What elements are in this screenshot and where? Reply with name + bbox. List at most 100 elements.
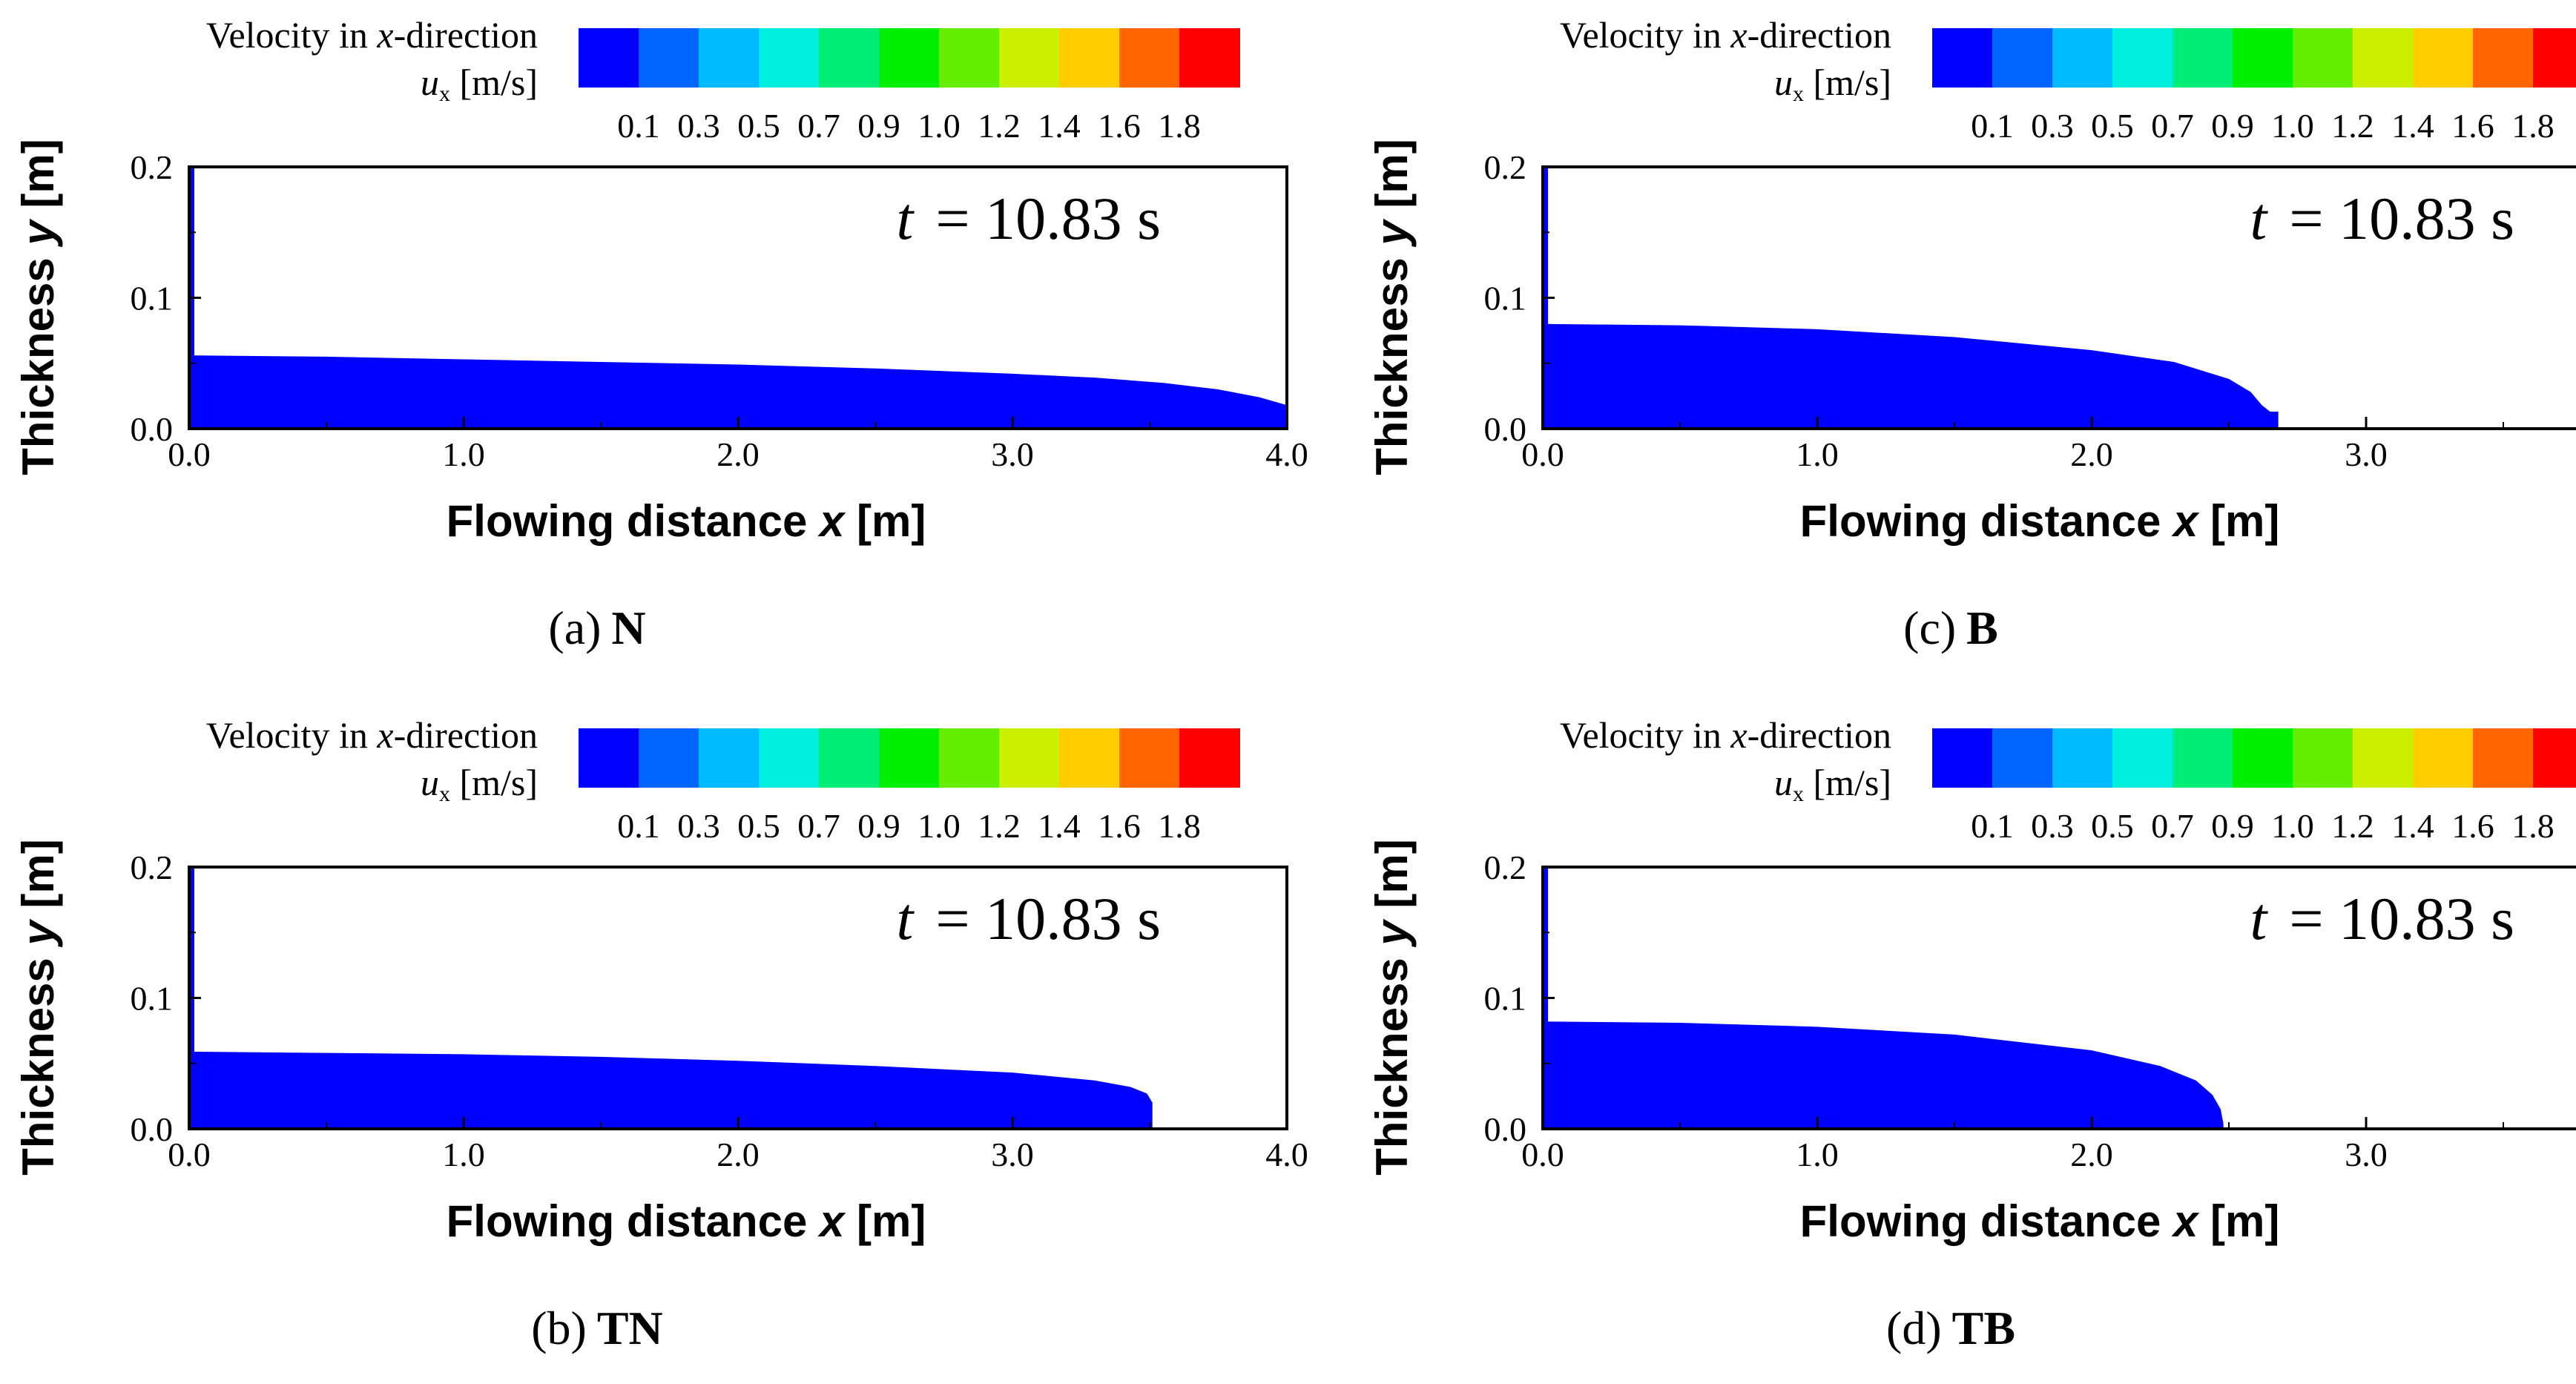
colorbar-tick-label: 0.1 [1971,107,2014,145]
colorbar-box [819,28,880,88]
y-tick-label: 0.1 [131,980,174,1018]
colorbar-box [939,28,1000,88]
colorbar-box [2413,28,2474,88]
colorbar-box [2112,728,2173,788]
colorbar-tick-label: 0.5 [2091,807,2134,845]
colorbar-box [879,28,940,88]
y-tick-label: 0.1 [1484,980,1527,1018]
colorbar-box [639,28,699,88]
colorbar-tick-label: 1.0 [2271,107,2314,145]
x-tick-label: 1.0 [1796,435,1839,473]
colorbar-box [1992,728,2053,788]
colorbar-box [579,28,639,88]
x-axis-title: Flowing distance x [m] [1800,496,2280,546]
y-tick-label: 0.1 [1484,280,1527,317]
colorbar-box [2233,28,2293,88]
colorbar-tick-label: 0.5 [2091,107,2134,145]
colorbar-tick-label: 1.8 [1158,107,1201,145]
x-tick-label: 0.0 [168,1136,211,1173]
y-tick-label: 0.2 [131,148,174,186]
colorbar-tick-label: 0.3 [2031,107,2074,145]
time-label: t= 10.83 s [897,885,1161,952]
colorbar-tick-label: 1.2 [2331,807,2374,845]
colorbar-unit: ux [m/s] [1774,62,1891,106]
colorbar-box [579,728,639,788]
colorbar-tick-label: 0.1 [617,807,660,845]
colorbar-box [2293,28,2353,88]
colorbar-tick-label: 1.6 [1098,807,1141,845]
colorbar-box [759,728,820,788]
colorbar-tick-label: 1.0 [2271,807,2314,845]
colorbar-unit: ux [m/s] [421,62,538,106]
flow-profile [1543,867,2224,1129]
colorbar-tick-label: 0.9 [857,807,900,845]
x-tick-label: 0.0 [168,435,211,473]
x-axis-title: Flowing distance x [m] [1800,1196,2280,1246]
colorbar-boxes [579,728,1240,788]
colorbar-tick-label: 1.4 [1038,107,1081,145]
colorbar-box [2293,728,2353,788]
colorbar-tick-label: 0.7 [797,807,840,845]
colorbar-box [2473,728,2534,788]
colorbar-box [2413,728,2474,788]
colorbar-box [2473,28,2534,88]
colorbar-box [999,28,1060,88]
x-tick-label: 3.0 [991,435,1034,473]
y-tick-label: 0.2 [1484,148,1527,186]
colorbar-box [1059,728,1120,788]
time-label: t= 10.83 s [2250,185,2514,252]
colorbar-tick-label: 1.2 [978,107,1021,145]
colorbar-box [2353,728,2414,788]
colorbar-tick-label: 0.5 [737,107,780,145]
time-label: t= 10.83 s [897,185,1161,252]
flow-profile [1543,167,2279,429]
colorbar-box [2052,28,2113,88]
colorbar-boxes [1932,728,2576,788]
colorbar-tick-label: 1.6 [2451,107,2494,145]
x-axis-title: Flowing distance x [m] [447,496,926,546]
y-tick-label: 0.2 [1484,848,1527,886]
x-axis-title: Flowing distance x [m] [447,1196,926,1246]
colorbar-box [2112,28,2173,88]
x-tick-label: 2.0 [2070,1136,2113,1173]
colorbar-tick-label: 1.4 [1038,807,1081,845]
colorbar-tick-label: 1.2 [2331,107,2374,145]
colorbar-box [759,28,820,88]
colorbar-tick-label: 0.3 [677,807,720,845]
colorbar-box [1932,28,1993,88]
y-axis-title: Thickness y [m] [1367,139,1417,475]
y-tick-label: 0.0 [1484,1110,1527,1148]
chart-svg: Velocity in x-direction ux [m/s] 0.1 0.3 0… [1354,0,2576,684]
panel-caption: (d)TB [1886,1302,2015,1354]
colorbar-box [639,728,699,788]
x-tick-label: 1.0 [442,435,485,473]
colorbar-box [1119,28,1180,88]
colorbar-box [2173,28,2233,88]
colorbar-box [2533,28,2576,88]
colorbar-tick-label: 0.1 [1971,807,2014,845]
fill-layer [1543,167,2279,429]
x-tick-label: 0.0 [1521,435,1564,473]
y-tick-label: 0.2 [131,848,174,886]
colorbar-box [2533,728,2576,788]
colorbar-title: Velocity in x-direction [1560,14,1891,56]
plot-area: 0.01.02.03.04.00.00.10.2 t= 10.83 s [1484,148,2576,473]
panel-caption: (c)B [1903,602,1998,654]
plot-area: 0.01.02.03.04.00.00.10.2 t= 10.83 s [1484,848,2576,1173]
colorbar-box [699,28,760,88]
colorbar-tick-label: 0.7 [2151,807,2194,845]
x-tick-label: 3.0 [2345,1136,2388,1173]
panel-c: Velocity in x-direction ux [m/s] 0.1 0.3 0… [1354,0,2576,684]
colorbar-title: Velocity in x-direction [206,714,538,756]
colorbar-tick-label: 1.6 [1098,107,1141,145]
colorbar-tick-label: 1.8 [2511,107,2554,145]
panel-caption: (a)N [548,602,645,654]
